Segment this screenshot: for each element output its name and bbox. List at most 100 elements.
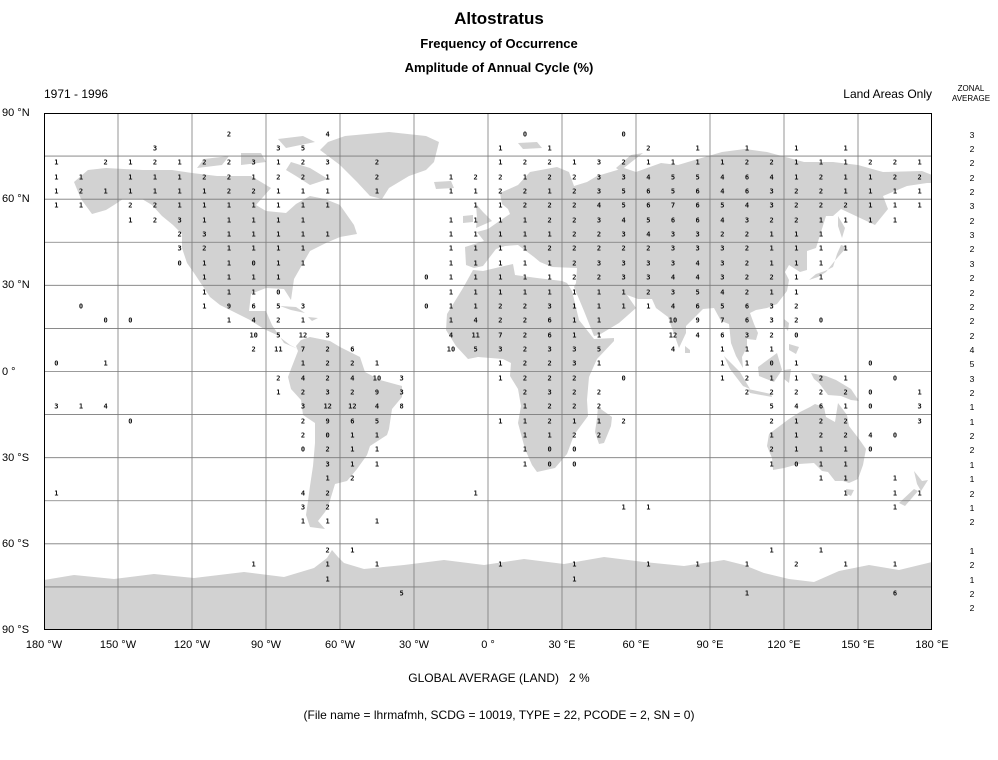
grid-value: 3 — [300, 302, 306, 311]
grid-value: 10 — [668, 316, 678, 325]
grid-value: 1 — [202, 273, 207, 282]
graticule-grid-lines — [44, 113, 932, 630]
grid-value: 1 — [498, 288, 503, 296]
grid-value: 2 — [794, 302, 799, 311]
grid-value: 1 — [448, 173, 454, 182]
grid-value: 1 — [226, 244, 232, 253]
grid-value: 3 — [399, 388, 404, 397]
grid-value: 6 — [547, 331, 552, 340]
grid-value: 2 — [522, 316, 528, 325]
grid-value: 3 — [621, 273, 626, 282]
grid-value: 1 — [818, 158, 824, 167]
grid-value: 1 — [892, 201, 898, 210]
grid-value: 1 — [374, 187, 380, 196]
grid-value: 1 — [498, 158, 503, 167]
grid-value: 1 — [769, 374, 774, 383]
grid-value: 1 — [596, 316, 602, 325]
grid-value: 4 — [325, 130, 330, 139]
grid-value: 1 — [769, 288, 774, 296]
grid-value: 1 — [374, 445, 380, 454]
grid-value: 6 — [350, 417, 355, 426]
grid-value: 1 — [547, 144, 552, 153]
grid-value: 1 — [843, 244, 848, 253]
grid-value: 0 — [818, 316, 824, 325]
grid-value: 1 — [498, 144, 503, 153]
grid-value: 1 — [152, 173, 158, 182]
grid-value: 1 — [547, 259, 552, 268]
grid-value: 1 — [177, 173, 182, 182]
grid-value: 1 — [128, 187, 133, 196]
grid-value: 1 — [473, 244, 478, 253]
grid-value: 2 — [769, 417, 774, 426]
x-tick-label: 90 °E — [696, 639, 724, 651]
grid-value: 0 — [621, 374, 626, 383]
grid-value: 1 — [128, 158, 133, 167]
grid-value: 2 — [769, 445, 774, 454]
grid-value: 2 — [251, 187, 256, 196]
grid-value: 2 — [744, 230, 750, 239]
grid-value: 4 — [103, 402, 108, 411]
grid-value: 2 — [498, 173, 503, 182]
x-tick-label: 180 °E — [915, 639, 949, 651]
zonal-average-value: 1 — [969, 474, 975, 485]
grid-value: 2 — [78, 187, 84, 196]
grid-value: 1 — [473, 216, 478, 225]
grid-value: 2 — [226, 187, 232, 196]
grid-value: 6 — [892, 589, 898, 598]
grid-value: 1 — [448, 230, 454, 239]
grid-value: 0 — [572, 445, 577, 454]
grid-value: 1 — [547, 187, 552, 196]
grid-value: 3 — [769, 302, 774, 311]
grid-value: 1 — [818, 474, 824, 483]
grid-value: 5 — [695, 173, 700, 182]
grid-value: 2 — [596, 388, 602, 397]
zonal-average-value: 2 — [969, 215, 975, 226]
grid-value: 1 — [892, 187, 898, 196]
grid-value: 2 — [300, 388, 306, 397]
grid-value: 2 — [276, 173, 281, 182]
grid-value: 6 — [646, 201, 651, 210]
grid-value: 2 — [794, 201, 799, 210]
grid-value: 2 — [498, 316, 503, 325]
grid-value: 6 — [744, 173, 750, 182]
grid-value: 2 — [621, 158, 626, 167]
world-map-svg — [44, 113, 932, 630]
global-average-label: GLOBAL AVERAGE (LAND) 2 % — [408, 671, 590, 685]
grid-value: 1 — [251, 230, 256, 239]
grid-value: 2 — [572, 273, 577, 282]
grid-value: 0 — [572, 460, 577, 469]
grid-value: 1 — [522, 431, 528, 440]
grid-value: 2 — [744, 273, 750, 282]
grid-value: 1 — [251, 560, 256, 569]
grid-value: 9 — [695, 316, 700, 325]
grid-value: 2 — [522, 345, 528, 354]
grid-value: 4 — [720, 187, 725, 196]
grid-value: 1 — [794, 359, 799, 368]
grid-value: 1 — [794, 374, 799, 383]
grid-value: 0 — [868, 359, 873, 368]
grid-value: 1 — [276, 273, 281, 282]
grid-value: 1 — [226, 316, 232, 325]
grid-value: 1 — [54, 187, 59, 196]
grid-value: 3 — [54, 402, 59, 411]
grid-value: 1 — [276, 216, 281, 225]
grid-value: 3 — [670, 230, 676, 239]
file-info-label: (File name = lhrmafmh, SCDG = 10019, TYP… — [303, 708, 695, 722]
grid-value: 1 — [572, 158, 577, 167]
grid-value: 2 — [325, 374, 330, 383]
grid-value: 4 — [670, 273, 676, 282]
grid-value: 1 — [843, 460, 848, 469]
zonal-average-value: 2 — [969, 158, 975, 169]
grid-value: 1 — [325, 560, 330, 569]
grid-value: 2 — [547, 158, 552, 167]
grid-value: 3 — [596, 216, 602, 225]
grid-value: 2 — [843, 388, 848, 397]
grid-value: 12 — [348, 402, 357, 411]
grid-value: 6 — [744, 187, 750, 196]
grid-value: 5 — [720, 302, 725, 311]
grid-value: 4 — [720, 288, 725, 296]
grid-value: 2 — [769, 158, 774, 167]
grid-value: 1 — [818, 244, 824, 253]
grid-value: 2 — [818, 201, 824, 210]
